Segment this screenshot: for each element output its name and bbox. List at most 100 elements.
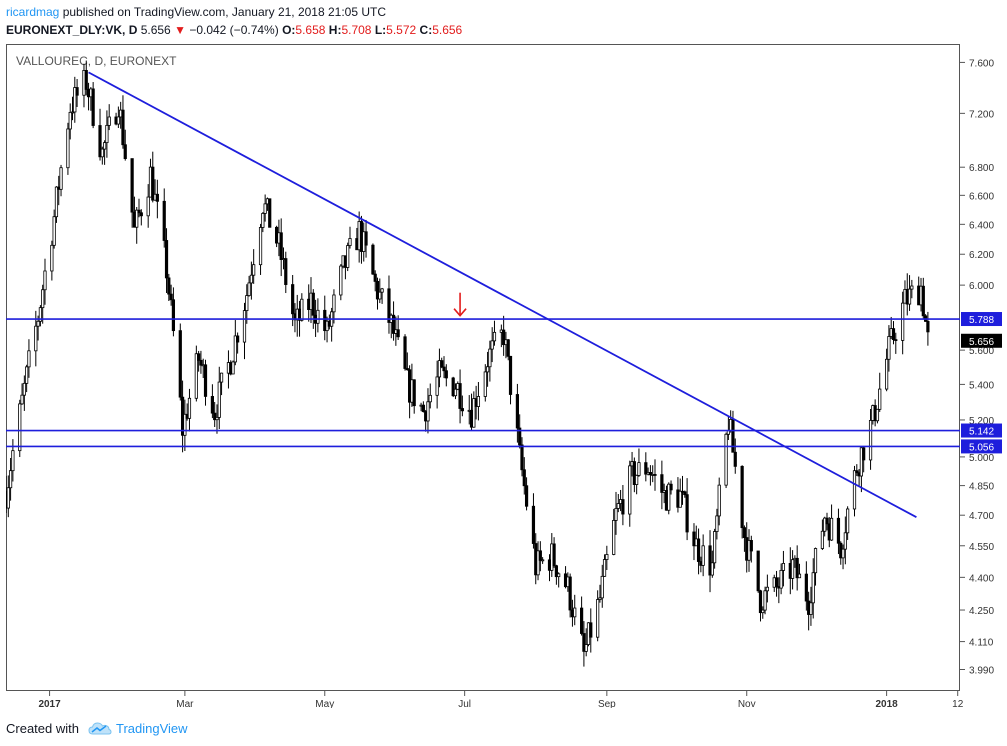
chart-area[interactable]: VALLOUREC, D, EURONEXT 7.600 7.200 6.800 6.… (4, 44, 1007, 710)
candle (105, 110, 109, 158)
candle (426, 388, 430, 434)
candle-body (137, 209, 141, 214)
candle-body (167, 277, 171, 295)
candle (733, 438, 737, 474)
candle (169, 284, 173, 306)
chart-header: ricardmag published on TradingView.com, … (0, 0, 1007, 44)
candle-body (258, 227, 263, 266)
candle-body (107, 116, 111, 126)
candle (291, 274, 295, 327)
price-axis[interactable]: 7.600 7.200 6.800 6.600 6.400 6.200 6.000 5.600… (960, 58, 994, 677)
price-chart[interactable]: VALLOUREC, D, EURONEXT 7.600 7.200 6.800 6.… (4, 44, 1007, 710)
candle-body (717, 484, 721, 517)
candle-body (339, 265, 343, 296)
candle-body (813, 548, 818, 574)
trend-line (88, 71, 917, 519)
candle (518, 414, 522, 449)
candle (279, 218, 283, 277)
candle-body (557, 573, 561, 578)
candle (405, 352, 409, 371)
candle (213, 402, 217, 428)
candle-body (823, 517, 827, 532)
footer: Created with TradingView (0, 708, 1007, 746)
candle (84, 60, 88, 96)
author-link[interactable]: ricardmag (6, 5, 60, 19)
candle (515, 383, 519, 443)
candle (781, 550, 786, 587)
candle-body (247, 282, 251, 296)
tradingview-logo[interactable]: TradingView (88, 717, 188, 739)
symbol-label: EURONEXT_DLY:VK, D (6, 23, 138, 37)
candle-body (635, 475, 639, 485)
candle (428, 383, 432, 409)
candle-body (38, 307, 42, 322)
candle-body (437, 360, 442, 378)
candle (843, 516, 847, 565)
candle (194, 345, 198, 402)
candle-body (453, 388, 458, 397)
candle (458, 369, 462, 424)
candle-body (598, 597, 602, 600)
candle (653, 459, 657, 491)
candle-body (811, 572, 815, 604)
candle-body (373, 273, 377, 282)
candle-body (483, 371, 487, 397)
candle-body (552, 543, 556, 567)
candle-body (187, 397, 192, 419)
candle (41, 284, 45, 324)
candle (878, 372, 882, 412)
candle-body (105, 124, 109, 144)
candle-body (100, 148, 104, 158)
candle (644, 452, 648, 482)
time-axis[interactable]: 2017 Mar May Jul Sep Nov 2018 12 (38, 691, 964, 710)
high-label: H: (328, 23, 342, 37)
candle-body (683, 491, 687, 496)
candle (217, 366, 221, 430)
candle-body (901, 302, 905, 341)
candle-body (536, 550, 540, 576)
candle (774, 570, 779, 597)
candle-body (648, 472, 653, 476)
high-value: 5.708 (341, 23, 372, 37)
candle (891, 321, 896, 345)
candle (387, 275, 391, 334)
candle (538, 541, 542, 572)
candle (628, 460, 632, 527)
candle-body (701, 545, 705, 566)
candle-body (875, 408, 880, 422)
candle-body (435, 376, 439, 396)
candle-body (600, 575, 604, 599)
candle-body (724, 433, 728, 486)
candle-body (621, 499, 625, 515)
candle-body (910, 285, 914, 290)
candle (453, 383, 458, 400)
candle-body (596, 599, 600, 638)
candle-body (852, 470, 857, 510)
candle-body (412, 379, 416, 407)
candle (20, 383, 24, 405)
candle (339, 264, 343, 301)
candle-body (20, 394, 24, 405)
candle (820, 519, 825, 551)
candle-body (199, 359, 203, 366)
candle-body (696, 538, 701, 562)
candle (219, 372, 224, 396)
candle-body (34, 325, 38, 352)
y-tick-label: 5.200 (969, 416, 994, 427)
close-label: C: (419, 23, 433, 37)
candle-body (217, 381, 221, 418)
candle (710, 550, 714, 578)
candle-body (332, 294, 336, 313)
candle (27, 339, 31, 378)
candle-body (685, 494, 689, 533)
candle (231, 360, 235, 375)
candle-body (488, 348, 492, 368)
candle (6, 475, 10, 518)
candle (554, 564, 558, 585)
candle (323, 295, 327, 341)
candle (442, 356, 446, 379)
candle-body (460, 408, 464, 412)
candle (263, 194, 267, 222)
candle (116, 106, 120, 128)
candle (107, 104, 111, 131)
